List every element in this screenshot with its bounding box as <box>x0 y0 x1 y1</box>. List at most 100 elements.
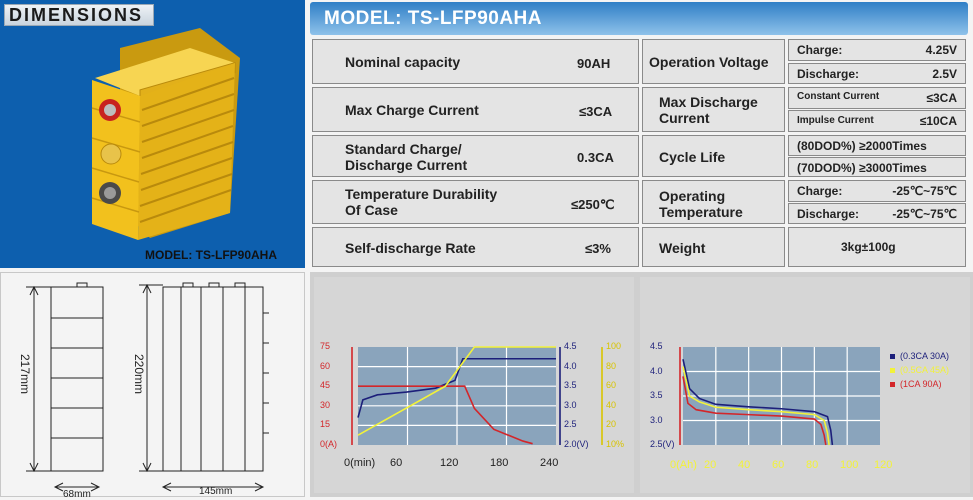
spec-temp-charge: Charge: -25℃~75℃ <box>788 180 966 202</box>
right-axis-tick: 40 <box>606 399 617 410</box>
spec-label: Nominal capacity <box>345 54 461 70</box>
spec-sub-value: ≤10CA <box>919 114 957 128</box>
battery-photo <box>91 28 240 240</box>
x-axis-tick: 40 <box>738 459 751 471</box>
right-axis-tick: 20 <box>606 419 617 430</box>
spec-row-temperature-durability: Temperature Durability Of Case ≤250℃ <box>312 180 639 224</box>
spec-sub-label: Constant Current <box>797 91 880 102</box>
capacity-series <box>357 346 556 436</box>
left-axis-tick: 0(A) <box>320 439 338 449</box>
spec-sub-value: -25℃~75℃ <box>892 184 957 198</box>
legend-marker-icon <box>890 381 895 387</box>
x-axis-tick: 0(min) <box>344 457 376 469</box>
spec-op-temp-label-cell: Operating Temperature <box>642 180 785 224</box>
left-axis-tick: 15 <box>320 419 331 430</box>
model-title: MODEL: TS-LFP90AHA <box>324 8 542 29</box>
dimension-drawing-svg <box>26 282 269 492</box>
spec-row-standard-charge: Standard Charge/ Discharge Current 0.3CA <box>312 135 639 177</box>
spec-row-max-charge-current: Max Charge Current ≤3CA <box>312 87 639 132</box>
spec-op-voltage-charge: Charge: 4.25V <box>788 39 966 61</box>
spec-row-self-discharge: Self-discharge Rate ≤3% <box>312 227 639 267</box>
discharge-series <box>682 376 827 446</box>
y-axis-tick: 2.5(V) <box>650 439 675 449</box>
legend-item: (0.3CA 30A) <box>890 351 949 361</box>
y-axis-tick: 4.5 <box>650 341 663 351</box>
charge-chart-svg <box>351 346 603 445</box>
spec-label: Self-discharge Rate <box>345 240 476 256</box>
spec-value: 90AH <box>577 56 611 71</box>
x-axis-tick: 80 <box>806 459 819 471</box>
legend-label: (1CA 90A) <box>900 379 942 389</box>
spec-op-voltage-label-cell: Operation Voltage <box>642 39 785 84</box>
spec-value: ≤3CA <box>579 104 613 119</box>
spec-sub-label: Discharge: <box>797 67 860 81</box>
left-axis-tick: 45 <box>320 380 331 391</box>
spec-label: Temperature Durability Of Case <box>345 186 498 218</box>
right-axis-tick: 80 <box>606 360 617 371</box>
right-axis-tick: 10% <box>606 439 625 449</box>
legend-item: (0.5CA 45A) <box>890 365 949 375</box>
mid-axis-tick: 2.0(V) <box>564 439 589 449</box>
mid-axis-tick: 4.5 <box>564 341 577 351</box>
right-axis-tick: 60 <box>606 380 617 391</box>
x-axis-tick: 100 <box>840 459 859 471</box>
spec-label: Cycle Life <box>659 149 726 165</box>
spec-sub-value: 2.5V <box>932 67 957 81</box>
left-axis-tick: 60 <box>320 360 331 371</box>
x-axis-tick: 180 <box>490 457 509 469</box>
x-axis-tick: 60 <box>772 459 785 471</box>
left-axis-tick: 30 <box>320 399 331 410</box>
x-axis-tick: 120 <box>874 459 893 471</box>
voltage-series <box>357 357 556 418</box>
spec-label: Weight <box>659 240 706 256</box>
spec-cycle-life-label-cell: Cycle Life <box>642 135 785 177</box>
spec-temp-discharge: Discharge: -25℃~75℃ <box>788 203 966 224</box>
x-axis-tick: 20 <box>704 459 717 471</box>
spec-sub-value: ≤3CA <box>926 91 957 105</box>
y-axis-tick: 3.5 <box>650 390 663 400</box>
legend-item: (1CA 90A) <box>890 379 942 389</box>
spec-sub-label: Charge: <box>797 184 843 198</box>
spec-max-discharge-label-cell: Max Discharge Current <box>642 87 785 132</box>
dimensions-panel: DIMENSIONS <box>0 0 305 268</box>
mid-axis-tick: 3.0 <box>564 399 577 410</box>
current-series <box>358 385 533 445</box>
spec-value: 0.3CA <box>577 150 614 165</box>
spec-row-nominal-capacity: Nominal capacity 90AH <box>312 39 639 84</box>
dimensions-title: DIMENSIONS <box>9 5 144 25</box>
discharge-series <box>682 359 834 446</box>
spec-cycle-70: (70DOD%) ≥3000Times <box>788 157 966 177</box>
spec-sub-label: Discharge: <box>797 207 860 221</box>
spec-label: Standard Charge/ Discharge Current <box>345 141 468 173</box>
spec-sub-value: 4.25V <box>925 43 957 57</box>
legend-marker-icon <box>890 353 895 359</box>
legend-label: (0.3CA 30A) <box>900 351 950 361</box>
y-axis-tick: 3.0 <box>650 414 663 425</box>
dimension-drawings: 217mm 220mm 68mm 145mm <box>0 272 305 500</box>
width-side-label: 145mm <box>199 486 233 497</box>
spec-cycle-80: (80DOD%) ≥2000Times <box>788 135 966 156</box>
legend-label: (0.5CA 45A) <box>900 365 950 375</box>
mid-axis-tick: 4.0 <box>564 360 577 371</box>
discharge-chart: 4.5 4.0 3.5 3.0 2.5(V) 0(Ah) 20 40 60 80 100 120 (… <box>640 277 970 493</box>
spec-weight-value-cell: 3kg±100g <box>788 227 966 267</box>
mid-axis-tick: 2.5 <box>564 419 577 430</box>
mid-axis-tick: 3.5 <box>564 380 577 391</box>
spec-sub-label: Charge: <box>797 43 843 57</box>
model-caption: MODEL: TS-LFP90AHA <box>145 248 277 262</box>
spec-label: Operating Temperature <box>659 188 743 220</box>
charge-chart: 75 60 45 30 15 0(A) 4.5 4.0 3.5 3.0 2.5 2.0(V) 100… <box>314 277 634 493</box>
spec-value: ≤3% <box>585 241 611 256</box>
model-header: MODEL: TS-LFP90AHA <box>310 2 968 35</box>
right-axis-tick: 100 <box>606 341 622 351</box>
height-front-label: 217mm <box>18 354 32 395</box>
spec-sub-value: 3kg±100g <box>841 240 896 254</box>
dimensions-header: DIMENSIONS <box>4 4 154 26</box>
spec-label: Max Charge Current <box>345 102 479 118</box>
discharge-chart-svg <box>679 347 880 446</box>
spec-sub-label: Impulse Current <box>797 115 874 126</box>
legend-marker-icon <box>890 367 895 373</box>
spec-label: Operation Voltage <box>649 54 769 70</box>
spec-op-voltage-discharge: Discharge: 2.5V <box>788 63 966 84</box>
y-axis-tick: 4.0 <box>650 365 663 376</box>
